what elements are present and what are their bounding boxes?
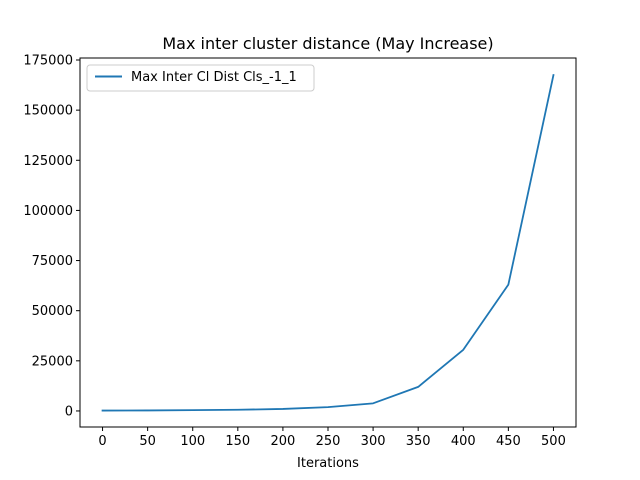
x-tick-label: 150 — [225, 434, 250, 449]
x-tick-label: 450 — [496, 434, 521, 449]
y-tick-label: 150000 — [23, 104, 73, 119]
legend-box — [86, 64, 315, 92]
y-tick-label: 50000 — [32, 304, 73, 319]
legend: Max Inter Cl Dist Cls_-1_1 — [86, 64, 315, 92]
x-axis-label: Iterations — [297, 456, 359, 471]
y-tick-label: 25000 — [32, 354, 73, 369]
y-tick-label: 100000 — [23, 204, 73, 219]
x-tick-label: 400 — [451, 434, 476, 449]
plot-area — [101, 73, 555, 412]
x-tick-label: 300 — [361, 434, 386, 449]
y-tick-label: 0 — [65, 404, 73, 419]
x-tick-label: 0 — [98, 434, 106, 449]
y-tick-label: 75000 — [32, 254, 73, 269]
y-tick-label: 125000 — [23, 154, 73, 169]
series-line-0 — [101, 73, 555, 412]
chart-title: Max inter cluster distance (May Increase… — [162, 34, 493, 53]
x-tick-label: 250 — [316, 434, 341, 449]
x-tick-label: 500 — [541, 434, 566, 449]
legend-label: Max Inter Cl Dist Cls_-1_1 — [131, 70, 297, 85]
x-tick-label: 350 — [406, 434, 431, 449]
x-tick-label: 50 — [139, 434, 156, 449]
x-axis: 0 50 100 150 200 250 300 350 400 450 500 — [98, 427, 566, 449]
x-tick-label: 200 — [270, 434, 295, 449]
y-tick-label: 175000 — [23, 54, 73, 69]
y-axis: 0 25000 50000 75000 100000 125000 150000 175000 — [23, 54, 80, 419]
x-tick-label: 100 — [180, 434, 205, 449]
